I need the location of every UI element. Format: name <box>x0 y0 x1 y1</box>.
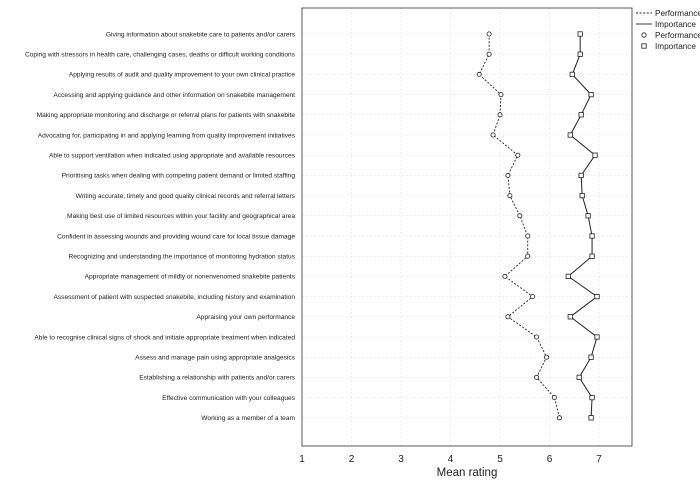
category-label: Making best use of limited resources wit… <box>67 213 295 220</box>
category-label: Able to support ventilation when indicat… <box>49 153 296 160</box>
category-labels: Giving information about snakebite care … <box>25 31 296 422</box>
point-performance <box>556 415 562 421</box>
point-performance <box>544 354 550 360</box>
point-importance <box>578 172 584 178</box>
series-line-performance <box>478 34 560 418</box>
plot-frame <box>301 7 633 447</box>
point-performance <box>490 132 496 138</box>
point-importance <box>589 233 595 239</box>
x-tick-label: 6 <box>547 454 553 465</box>
point-performance <box>530 294 536 300</box>
point-performance <box>517 213 523 219</box>
point-performance <box>502 273 508 279</box>
category-label: Able to recognise clinical signs of shoc… <box>34 334 295 341</box>
point-performance <box>515 152 521 158</box>
point-performance <box>505 172 511 178</box>
legend-line-performance-label: Performance <box>655 9 700 18</box>
point-importance <box>588 354 594 360</box>
legend-marker-importance-label: Importance <box>655 42 696 51</box>
point-performance <box>525 253 531 259</box>
category-label: Establishing a relationship with patient… <box>139 375 295 382</box>
point-performance <box>486 31 492 37</box>
x-tick-label: 7 <box>596 454 602 465</box>
point-importance <box>585 213 591 219</box>
point-importance <box>577 51 583 57</box>
point-importance <box>579 192 585 199</box>
x-tick-label: 4 <box>448 454 454 465</box>
legend-marker-importance-swatch <box>641 43 647 49</box>
series <box>476 31 600 421</box>
category-label: Assess and manage pain using appropriate… <box>135 355 296 362</box>
point-performance <box>551 395 557 401</box>
grid <box>301 8 632 446</box>
point-importance <box>588 92 594 98</box>
category-label: Recognizing and understanding the import… <box>68 254 295 261</box>
point-performance <box>525 233 531 239</box>
category-label: Working as a member of a team <box>201 415 295 422</box>
point-performance <box>498 92 504 98</box>
point-importance <box>567 314 573 320</box>
category-label: Appraising your own performance <box>196 314 295 321</box>
point-performance <box>505 314 511 320</box>
category-label: Advocating for, participating in and app… <box>38 132 296 139</box>
point-performance <box>476 71 482 77</box>
point-importance <box>588 415 594 421</box>
x-axis-title: Mean rating <box>437 467 498 479</box>
legend-marker-performance-label: Performance <box>655 31 700 40</box>
category-label: Prioritising tasks when dealing with com… <box>62 173 296 180</box>
point-importance <box>578 112 584 118</box>
point-importance <box>567 132 573 138</box>
x-tick-label: 3 <box>398 454 404 465</box>
point-importance <box>576 374 582 381</box>
legend-line-importance-label: Importance <box>655 20 696 29</box>
category-label: Giving information about snakebite care … <box>106 31 296 38</box>
point-importance <box>594 334 600 340</box>
category-label: Appropriate management of mildly or none… <box>85 274 296 281</box>
point-importance <box>589 394 595 401</box>
point-performance <box>534 334 540 340</box>
category-label: Assessment of patient with suspected sna… <box>53 294 295 301</box>
x-tick-label: 1 <box>299 454 305 465</box>
point-performance <box>486 51 492 57</box>
series-line-importance <box>567 34 598 418</box>
point-importance <box>594 293 600 300</box>
category-label: Writing accurate, timely and good qualit… <box>76 193 296 200</box>
category-label: Accessing and applying guidance and othe… <box>53 92 295 99</box>
category-label: Effective communication with your collea… <box>162 395 296 402</box>
point-importance <box>589 253 595 259</box>
x-tick-label: 5 <box>497 454 503 465</box>
category-label: Confident in assessing wounds and provid… <box>57 233 295 240</box>
point-importance <box>569 71 575 77</box>
point-importance <box>577 31 583 37</box>
legend-marker-performance-swatch <box>641 32 647 38</box>
point-performance <box>497 112 503 118</box>
category-label: Making appropriate monitoring and discha… <box>37 112 296 119</box>
category-label: Coping with stressors in health care, ch… <box>25 52 296 59</box>
category-label: Applying results of audit and quality im… <box>69 72 295 79</box>
x-axis-ticks: 1 2 3 4 5 6 7 <box>299 454 602 465</box>
legend: Performance Importance Performance Impor… <box>636 9 700 51</box>
point-performance <box>507 193 513 199</box>
point-importance <box>565 273 571 280</box>
point-importance <box>592 152 598 158</box>
point-performance <box>534 374 540 380</box>
x-tick-label: 2 <box>349 454 355 465</box>
